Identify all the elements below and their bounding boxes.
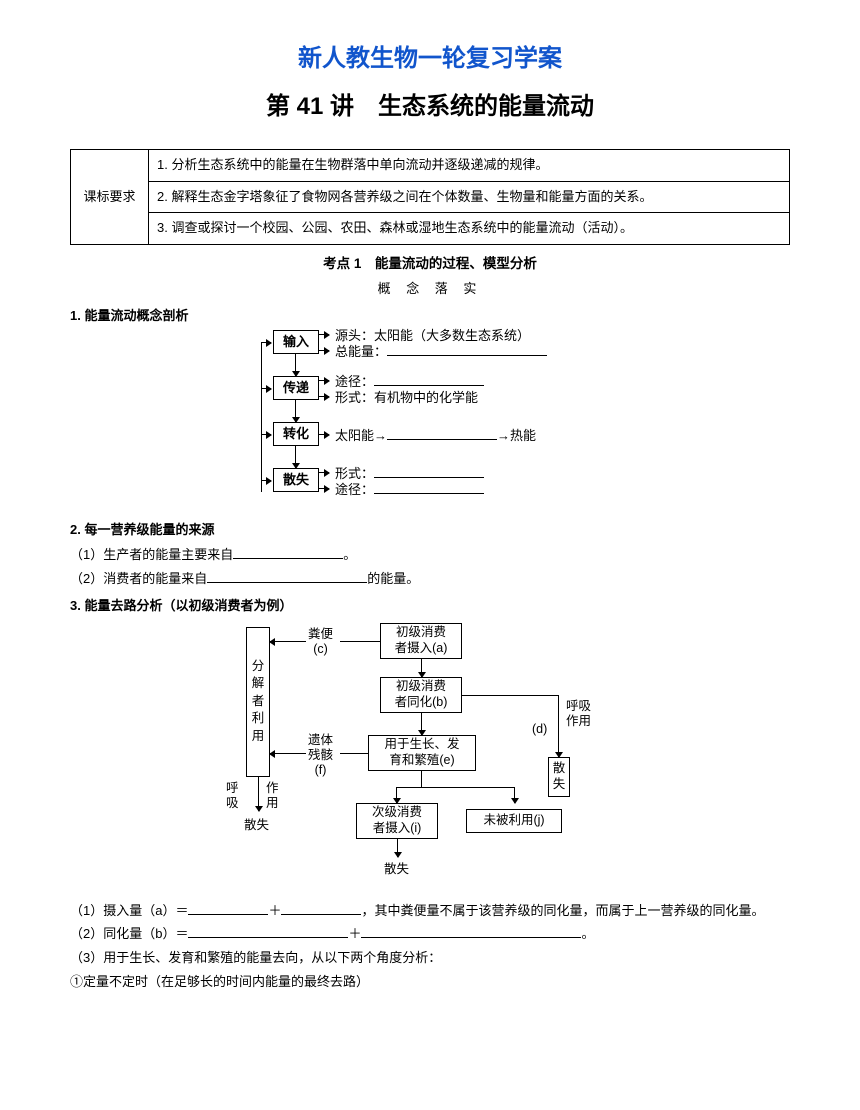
- req-item-2: 2. 解释生态金字塔象征了食物网各营养级之间在个体数量、生物量和能量方面的关系。: [149, 181, 790, 213]
- d2-assim: 初级消费 者同化(b): [380, 677, 462, 713]
- d1-line5: 太阳能→→热能: [335, 426, 536, 447]
- d2-remains: 遗体 残骸 (f): [308, 733, 333, 778]
- s2-p2: （2）消费者的能量来自的能量。: [70, 569, 790, 590]
- s3-heading: 3. 能量去路分析（以初级消费者为例）: [70, 596, 790, 617]
- d2-growth: 用于生长、发 育和繁殖(e): [368, 735, 476, 771]
- d1-box-transform: 转化: [273, 422, 319, 446]
- d2-feces: 粪便 (c): [308, 627, 333, 657]
- s2-p1: （1）生产者的能量主要来自。: [70, 545, 790, 566]
- req-item-3: 3. 调查或探讨一个校园、公园、农田、森林或湿地生态系统中的能量流动（活动）。: [149, 213, 790, 245]
- s1-heading: 1. 能量流动概念剖析: [70, 306, 790, 327]
- req-item-1: 1. 分析生态系统中的能量在生物群落中单向流动并逐级递减的规律。: [149, 149, 790, 181]
- d2-hx: 呼 吸: [226, 781, 239, 811]
- d2-next: 次级消费 者摄入(i): [356, 803, 438, 839]
- d2-sansi2: 散失: [384, 859, 409, 879]
- d2-resp: 呼吸 作用: [566, 699, 591, 729]
- page-title-main: 第 41 讲 生态系统的能量流动: [70, 88, 790, 126]
- s3-p4: ①定量不定时（在足够长的时间内能量的最终去路）: [70, 972, 790, 993]
- d2-unused: 未被利用(j): [466, 809, 562, 833]
- d1-line7: 途径：: [335, 480, 484, 501]
- d2-d: (d): [532, 719, 547, 739]
- s3-p2: （2）同化量（b）＝＋。: [70, 924, 790, 945]
- d2-decomp: 分 解 者 利 用: [246, 627, 270, 777]
- s3-p3: （3）用于生长、发育和繁殖的能量去向，从以下两个角度分析：: [70, 948, 790, 969]
- d1-box-input: 输入: [273, 330, 319, 354]
- d2-sansi: 散失: [244, 815, 269, 835]
- d2-loss: 散 失: [548, 757, 570, 797]
- d1-line2: 总能量：: [335, 342, 547, 363]
- req-label: 课标要求: [71, 149, 149, 244]
- diagram-2: 粪便 (c) 初级消费 者摄入(a) 初级消费 者同化(b) 呼吸 作用 (d)…: [210, 621, 650, 891]
- d2-intake: 初级消费 者摄入(a): [380, 623, 462, 659]
- d1-line4: 形式：有机物中的化学能: [335, 388, 478, 409]
- d2-zy: 作 用: [266, 781, 279, 811]
- s2-heading: 2. 每一营养级能量的来源: [70, 520, 790, 541]
- d1-box-transfer: 传递: [273, 376, 319, 400]
- diagram-1: 输入 传递 转化 散失 源头：太阳能（大多数生态系统） 总能量： 途径： 形式：…: [215, 330, 645, 510]
- s3-p1: （1）摄入量（a）＝＋，其中粪便量不属于该营养级的同化量，而属于上一营养级的同化…: [70, 901, 790, 922]
- kaodian-subtitle: 概 念 落 实: [70, 279, 790, 300]
- kaodian-title: 考点 1 能量流动的过程、模型分析: [70, 253, 790, 275]
- d1-box-loss: 散失: [273, 468, 319, 492]
- requirements-table: 课标要求 1. 分析生态系统中的能量在生物群落中单向流动并逐级递减的规律。 2.…: [70, 149, 790, 245]
- page-title-top: 新人教生物一轮复习学案: [70, 40, 790, 78]
